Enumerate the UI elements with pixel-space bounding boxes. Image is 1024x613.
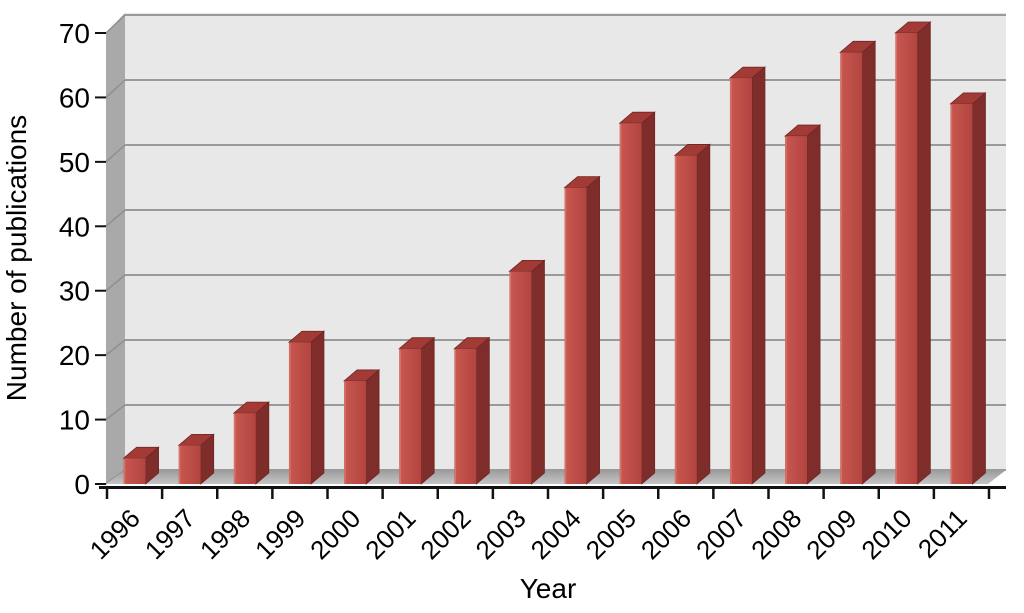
bar-2010 [895, 33, 918, 484]
bar-side-2005 [641, 111, 656, 485]
y-tick-label-50: 50 [59, 147, 90, 178]
y-tick-label-70: 70 [59, 18, 90, 49]
x-tick-label-2003: 2003 [470, 503, 532, 565]
bar-side-2002 [475, 336, 490, 485]
bar-2002 [454, 348, 477, 484]
y-axis-title: Number of publications [1, 115, 32, 401]
y-tick-label-60: 60 [59, 82, 90, 113]
bar-side-2008 [806, 124, 821, 485]
bar-side-2009 [861, 40, 876, 485]
x-tick-label-2004: 2004 [525, 503, 587, 565]
side-wall [106, 13, 125, 484]
y-tick-label-40: 40 [59, 211, 90, 242]
bar-side-2000 [365, 369, 380, 485]
bar-side-1998 [255, 401, 270, 485]
y-tick-label-20: 20 [59, 340, 90, 371]
bar-side-2007 [751, 66, 766, 485]
x-tick-label-2009: 2009 [800, 503, 862, 565]
x-tick-label-2005: 2005 [580, 503, 642, 565]
floor [106, 470, 1006, 484]
bar-side-2001 [420, 336, 435, 485]
bar-2001 [399, 348, 422, 484]
x-tick-label-2000: 2000 [304, 503, 366, 565]
bar-2007 [729, 78, 752, 484]
x-tick-label-1999: 1999 [249, 503, 311, 565]
y-tick-label-10: 10 [59, 405, 90, 436]
bar-side-2011 [972, 92, 986, 485]
side-wall-gridline-20 [105, 339, 126, 356]
x-tick-label-2010: 2010 [855, 503, 917, 565]
x-tick-label-2001: 2001 [359, 503, 421, 565]
side-wall-gridline-40 [105, 209, 126, 227]
x-tick-label-2007: 2007 [690, 503, 752, 565]
side-wall-gridline-50 [105, 144, 126, 163]
bar-2004 [564, 187, 587, 484]
bar-2005 [619, 123, 642, 484]
bar-2011 [950, 103, 973, 484]
y-tick-label-30: 30 [59, 276, 90, 307]
x-axis-title: Year [520, 573, 577, 604]
side-wall-gridline-70 [105, 14, 126, 34]
bar-side-2010 [916, 21, 931, 485]
bar-2003 [509, 271, 532, 484]
side-wall-gridline-30 [105, 274, 126, 292]
x-tick-label-2002: 2002 [414, 503, 476, 565]
x-tick-label-2008: 2008 [745, 503, 807, 565]
x-tick-label-1998: 1998 [194, 503, 256, 565]
bar-2008 [785, 136, 808, 485]
bar-1997 [178, 445, 201, 484]
bar-2000 [344, 380, 367, 484]
side-wall-gridline-10 [105, 404, 126, 421]
x-tick-label-2011: 2011 [912, 503, 973, 564]
bar-1999 [288, 342, 311, 484]
bar-1998 [233, 413, 256, 484]
x-tick-label-1997: 1997 [139, 503, 201, 565]
x-tick-label-2006: 2006 [635, 503, 697, 565]
bar-side-2004 [586, 175, 600, 485]
y-tick-label-0: 0 [74, 469, 90, 500]
bar-2009 [840, 52, 863, 484]
plot-area: 0102030405060701996199719981999200020012… [59, 13, 1006, 565]
bar-side-2006 [696, 143, 711, 485]
side-wall-gridline-60 [105, 79, 126, 98]
bar-side-1999 [310, 330, 325, 485]
bar-2006 [674, 155, 697, 484]
bar-side-2003 [531, 259, 545, 485]
x-tick-label-1996: 1996 [84, 503, 146, 565]
bar-1996 [123, 458, 146, 484]
